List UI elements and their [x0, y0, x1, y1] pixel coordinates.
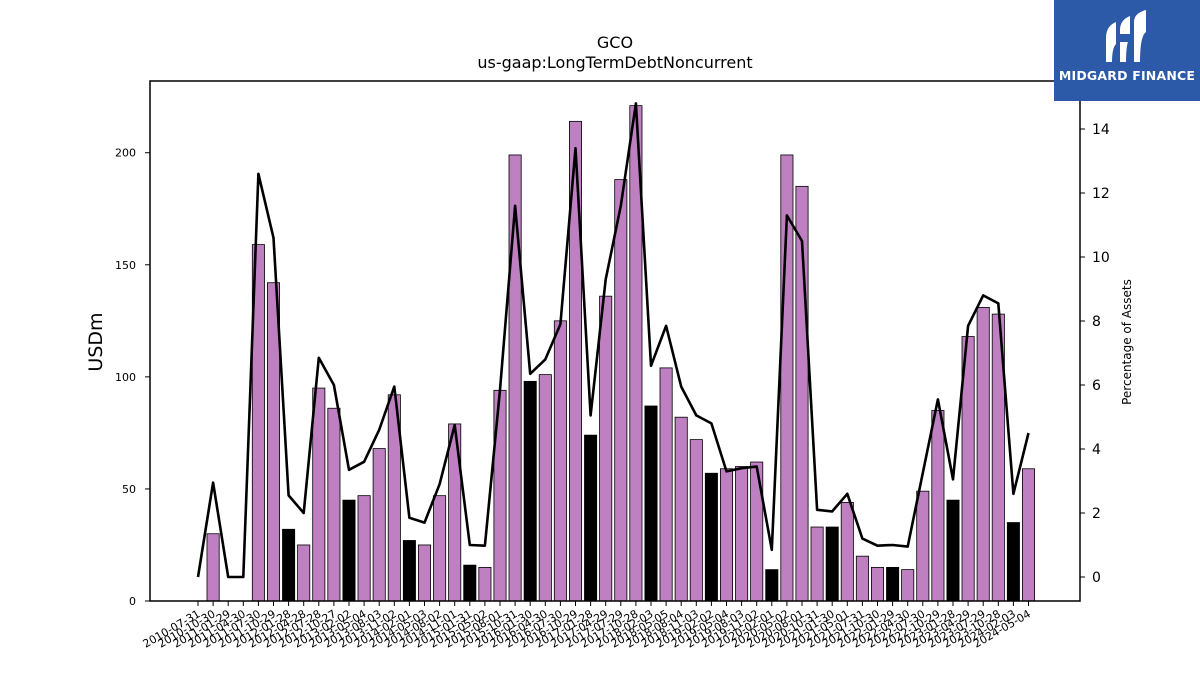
bar	[735, 466, 749, 602]
bar	[765, 569, 779, 602]
y-tick-label: 0	[129, 595, 136, 608]
bar	[810, 526, 824, 602]
bar	[644, 405, 658, 602]
bar	[901, 569, 915, 602]
bar	[357, 495, 371, 602]
brand-mark-icon	[1106, 10, 1146, 62]
bar	[976, 306, 990, 602]
bar	[433, 495, 447, 602]
y2-tick-label: 10	[1092, 250, 1110, 266]
y-axis-label: USDm	[85, 312, 107, 371]
bar	[478, 566, 492, 602]
y-tick-label: 150	[115, 259, 136, 272]
bar	[282, 528, 296, 602]
y2-tick-label: 14	[1092, 122, 1110, 138]
bar	[1022, 468, 1036, 602]
y-tick-label: 50	[122, 483, 136, 496]
bar	[1006, 522, 1020, 602]
bar	[538, 374, 552, 602]
bar	[704, 472, 718, 602]
bar	[720, 468, 734, 602]
bar	[614, 179, 628, 602]
brand-logo: MIDGARD FINANCE	[1054, 0, 1200, 101]
y2-tick-label: 6	[1092, 378, 1101, 394]
bar	[855, 555, 869, 602]
bar	[931, 410, 945, 602]
bar	[297, 544, 311, 602]
bar	[523, 380, 537, 602]
y2-tick-label: 8	[1092, 314, 1101, 330]
y2-tick-label: 4	[1092, 442, 1101, 458]
bar	[402, 540, 416, 602]
y2-tick-label: 12	[1092, 186, 1110, 202]
y2-axis-label: Percentage of Assets	[1120, 279, 1134, 405]
plot-frame	[149, 80, 1081, 602]
bar	[553, 320, 567, 602]
series-line	[196, 102, 1030, 579]
bar	[689, 439, 703, 602]
y2-tick-label: 2	[1092, 506, 1101, 522]
bar	[871, 566, 885, 602]
chart-title: GCO	[597, 33, 633, 52]
bar	[825, 526, 839, 602]
y-tick-label: 100	[115, 371, 136, 384]
bar	[916, 490, 930, 602]
y-tick-label: 200	[115, 147, 136, 160]
y2-tick-label: 0	[1092, 570, 1101, 586]
bar	[886, 566, 900, 602]
plot-area: 050100150200024681012142010-07-312010-10…	[115, 80, 1110, 651]
bar	[584, 434, 598, 602]
bar	[463, 564, 477, 602]
brand-name: MIDGARD FINANCE	[1058, 68, 1196, 83]
bar	[206, 533, 220, 602]
bar	[659, 367, 673, 602]
bar	[674, 416, 688, 602]
bar	[599, 295, 613, 602]
bar	[946, 499, 960, 602]
bar	[840, 501, 854, 602]
chart-subtitle: us-gaap:LongTermDebtNoncurrent	[477, 53, 752, 72]
bar	[327, 407, 341, 602]
bar	[342, 499, 356, 602]
bar	[372, 448, 386, 602]
bar	[417, 544, 431, 602]
bar	[312, 387, 326, 602]
bar	[508, 154, 522, 602]
